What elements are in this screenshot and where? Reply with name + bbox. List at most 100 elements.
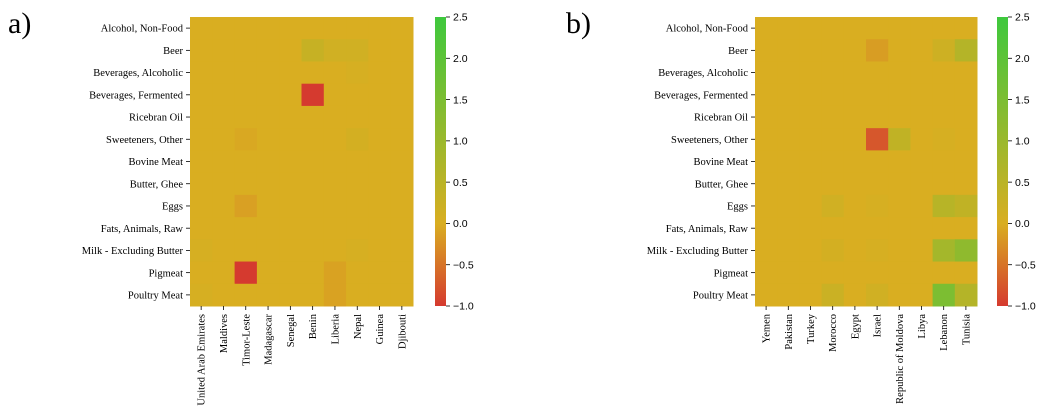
x-tick-label: Morocco [828, 314, 839, 352]
heatmap-cell [279, 39, 302, 62]
heatmap-cell [932, 194, 956, 218]
heatmap-cell [234, 61, 258, 85]
heatmap-cell [910, 128, 934, 151]
heatmap-cell [954, 283, 978, 307]
heatmap-cell [932, 39, 956, 62]
heatmap-cell [821, 17, 845, 40]
heatmap-cell [888, 261, 911, 285]
heatmap-cell [323, 194, 347, 218]
heatmap-cell [799, 17, 823, 40]
colorbar-tick-label: −1.0 [453, 301, 474, 313]
heatmap-cell [323, 17, 347, 40]
heatmap-cell [323, 83, 347, 107]
x-tick-label: Senegal [286, 314, 297, 347]
heatmap-cell [799, 261, 823, 285]
heatmap-cell [777, 61, 800, 85]
heatmap-cell [888, 83, 911, 107]
heatmap-cell [954, 61, 978, 85]
x-tick-label: Turkey [806, 313, 817, 344]
heatmap-cell [777, 261, 800, 285]
heatmap-cell [799, 83, 823, 107]
heatmap-cell [212, 61, 236, 85]
heatmap-cell [932, 172, 956, 196]
heatmap-cell [212, 39, 236, 62]
heatmap-cell [390, 128, 414, 151]
heatmap-cell [279, 217, 302, 240]
heatmap-cell [755, 17, 778, 40]
x-tick-label: Madagascar [264, 314, 275, 365]
heatmap-cell [256, 17, 280, 40]
heatmap-cell [390, 105, 414, 129]
heatmap-cell [821, 128, 845, 151]
heatmap-cell [256, 261, 280, 285]
heatmap-cell [234, 261, 258, 285]
heatmap-cell [954, 261, 978, 285]
heatmap-cell [888, 172, 911, 196]
heatmap-cell [777, 128, 800, 151]
heatmap-cell [866, 283, 889, 307]
heatmap-cell [821, 150, 845, 174]
heatmap-cell [190, 83, 213, 107]
y-tick-label: Milk - Excluding Butter [82, 246, 184, 257]
heatmap-cell [301, 17, 325, 40]
heatmap-cell [755, 239, 778, 263]
x-tick-label: Guinea [375, 314, 386, 345]
heatmap-cell [301, 217, 325, 240]
heatmap-cell [777, 17, 800, 40]
y-tick-label: Beverages, Fermented [89, 90, 184, 101]
heatmap-cell [799, 128, 823, 151]
heatmap-cell [777, 105, 800, 129]
y-tick-label: Poultry Meat [693, 290, 748, 301]
y-tick-label: Poultry Meat [128, 290, 183, 301]
heatmap-cell [301, 105, 325, 129]
heatmap-cell [866, 128, 889, 151]
heatmap-cell [256, 128, 280, 151]
y-tick-label: Eggs [162, 202, 183, 213]
x-tick-label: Maldives [219, 314, 230, 353]
heatmap-panel-a: a) Alcohol, Non-Food Beer Beverages, Alcoho… [8, 7, 474, 406]
heatmap-cell [234, 283, 258, 307]
heatmap-cell [821, 217, 845, 240]
colorbar-tick-label: 1.5 [1015, 94, 1030, 106]
y-tick-label: Alcohol, Non-Food [101, 24, 184, 35]
heatmap-cell [234, 172, 258, 196]
heatmap-cell [256, 194, 280, 218]
heatmap-cell [821, 239, 845, 263]
heatmap-cell [843, 17, 867, 40]
heatmap-cell [888, 283, 911, 307]
heatmap-cell [212, 283, 236, 307]
x-tick-label: Djibouti [397, 314, 408, 349]
heatmap-cell [866, 150, 889, 174]
y-tick-label: Fats, Animals, Raw [101, 224, 184, 235]
heatmap-panel-b: b) Alcohol, Non-Food Beer Beverages, Alcoho… [566, 7, 1036, 404]
heatmap-cell [212, 172, 236, 196]
colorbar-tick-label: −0.5 [1015, 259, 1036, 271]
heatmap-cell [212, 239, 236, 263]
heatmap-cell [755, 128, 778, 151]
heatmap-cell [932, 150, 956, 174]
colorbar-tick-label: 0.0 [453, 218, 468, 230]
heatmap-cell [301, 128, 325, 151]
x-tick-label: Lebanon [939, 313, 950, 350]
heatmap-cell [932, 239, 956, 263]
heatmap-cell [843, 283, 867, 307]
heatmap-cell [368, 239, 392, 263]
heatmap-cell [390, 83, 414, 107]
colorbar-tick-label: 0.5 [1015, 177, 1030, 189]
x-tick-label: Liberia [330, 314, 341, 345]
heatmap-cell [301, 150, 325, 174]
y-tick-label: Pigmeat [714, 268, 748, 279]
heatmap-cell [390, 217, 414, 240]
heatmap-cell [821, 105, 845, 129]
heatmap-cell [190, 283, 213, 307]
heatmap-cell [234, 150, 258, 174]
x-tick-label: Timor-Leste [241, 314, 252, 366]
heatmap-cell [843, 61, 867, 85]
heatmap-cell [323, 217, 347, 240]
heatmap-cell [346, 105, 369, 129]
heatmap-cell [799, 283, 823, 307]
heatmap-cell [323, 239, 347, 263]
heatmap-cell [910, 150, 934, 174]
heatmap-cell [755, 217, 778, 240]
heatmap-cell [799, 239, 823, 263]
